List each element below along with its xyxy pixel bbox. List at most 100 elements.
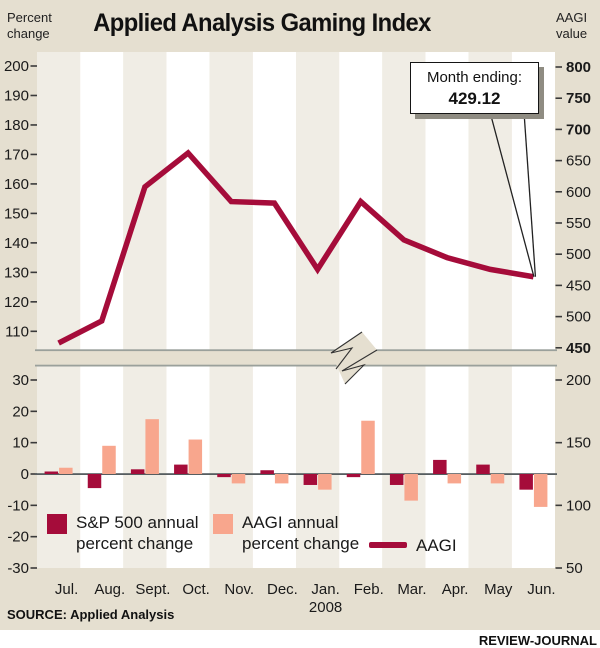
right-axis-tick-label: 450 [566,340,591,357]
bar-left-axis-tick [30,504,37,507]
legend-sp500: S&P 500 annual percent change [47,512,199,554]
bar-right-axis-tick-label: 50 [566,560,583,577]
month-label: Apr. [442,581,469,598]
right-axis-tick [555,253,562,255]
left-axis-tick [30,94,37,97]
callout-label: Month ending: [426,69,523,86]
left-axis-tick [30,301,37,303]
bar-left-axis-tick [30,473,37,475]
bar-left-axis-tick [30,379,37,381]
right-axis-tick-label: 750 [566,90,591,107]
sp500-bar [87,474,102,489]
sp500-bar [346,474,361,478]
right-axis-tick [555,315,562,318]
bottom-chart-stripe [296,366,340,568]
top-chart-stripe [123,52,167,350]
bar-left-axis-tick [30,441,37,444]
aagi-bar [490,474,505,484]
left-axis-tick [30,153,37,156]
legend-aagi-bars-label: AAGI annual percent change [242,513,360,553]
callout-pointer-line [489,111,535,277]
legend-aagi-line: AAGI [369,535,457,556]
sp500-bar [174,464,188,474]
right-axis-tick-label: 700 [566,121,591,138]
month-label: Jul. [55,581,78,598]
aagi-line [57,149,534,346]
right-axis-title: AAGI value [556,10,588,41]
source-credit: SOURCE: Applied Analysis [7,607,175,622]
top-chart-stripe [296,52,340,350]
bottom-chart-stripe [209,366,253,568]
publisher-credit: REVIEW-JOURNAL [478,633,597,648]
bottom-chart-stripe [123,366,167,568]
bar-right-axis-tick [555,379,562,381]
right-axis-tick [555,222,562,224]
bar-right-axis-tick [555,504,562,507]
aagi-bar [145,419,159,474]
bottom-chart-stripe [382,366,426,568]
sp500-bar [217,474,231,478]
left-axis-tick [30,271,37,274]
aagi-bar [318,474,332,490]
bar-right-axis-tick [555,567,562,569]
left-axis-tick-label: 130 [4,264,29,281]
axis-break-mark [330,331,363,370]
bar-left-axis-tick-label: -20 [7,529,29,546]
month-label: Nov. [224,581,254,598]
bar-left-axis-tick-label: -30 [7,560,29,577]
top-chart-stripe [80,52,124,350]
left-axis-tick [30,183,37,185]
month-label: May [484,581,513,598]
sp500-bar [433,459,447,474]
right-axis-tick-label: 800 [566,59,591,76]
month-label: Dec. [267,581,298,598]
left-axis-tick [30,212,37,215]
right-axis-tick [555,66,562,68]
zero-line [35,473,557,475]
month-label: Jun. [527,581,555,598]
bar-left-axis-tick [30,535,37,538]
legend-aagi-line-label: AAGI [416,536,457,555]
left-axis-tick-label: 180 [4,117,29,134]
bar-left-axis-tick [30,410,37,413]
bar-right-axis-tick [555,441,562,444]
month-label: Jan. [311,581,339,598]
page-title: Applied Analysis Gaming Index [93,9,431,37]
aagi-bar [188,439,203,474]
right-axis-tick [555,284,562,287]
aagi-bar [102,445,116,474]
sp500-bar [260,470,274,474]
aagi-bar [361,420,375,474]
sp500-bar [44,471,59,474]
aagi-line-swatch [369,542,407,548]
right-axis-tick [555,97,562,99]
aagi-bar [231,474,246,484]
right-axis-tick [555,159,562,162]
right-axis-tick-label: 550 [566,215,591,232]
bottom-chart-stripe [37,366,81,568]
month-label: Sept. [135,581,170,598]
left-axis-title: Percent change [7,10,52,41]
bar-right-axis-tick-label: 150 [566,435,591,452]
bar-left-axis-tick-label: 20 [12,403,29,420]
sp500-bar [130,469,145,474]
callout-month-ending: Month ending: 429.12 [410,62,539,114]
left-axis-tick-label: 150 [4,205,29,222]
separator-line-top [35,349,557,352]
right-axis-tick-label: 500 [566,246,591,263]
month-label: Oct. [182,581,210,598]
aagi-bar [274,474,289,484]
left-axis-tick-label: 160 [4,176,29,193]
year-label: 2008 [309,599,342,616]
bar-left-axis-tick-label: -10 [7,497,29,514]
bottom-chart-stripe [511,366,555,568]
month-label: Mar. [397,581,426,598]
sp500-bar [519,474,533,490]
bar-right-axis-tick-label: 200 [566,372,591,389]
left-axis-tick-label: 120 [4,294,29,311]
bar-left-axis-tick-label: 0 [21,466,29,483]
left-axis-tick-label: 190 [4,87,29,104]
sp500-swatch [47,514,67,534]
bottom-chart-stripe [252,366,296,568]
aagi-bar [533,474,548,507]
